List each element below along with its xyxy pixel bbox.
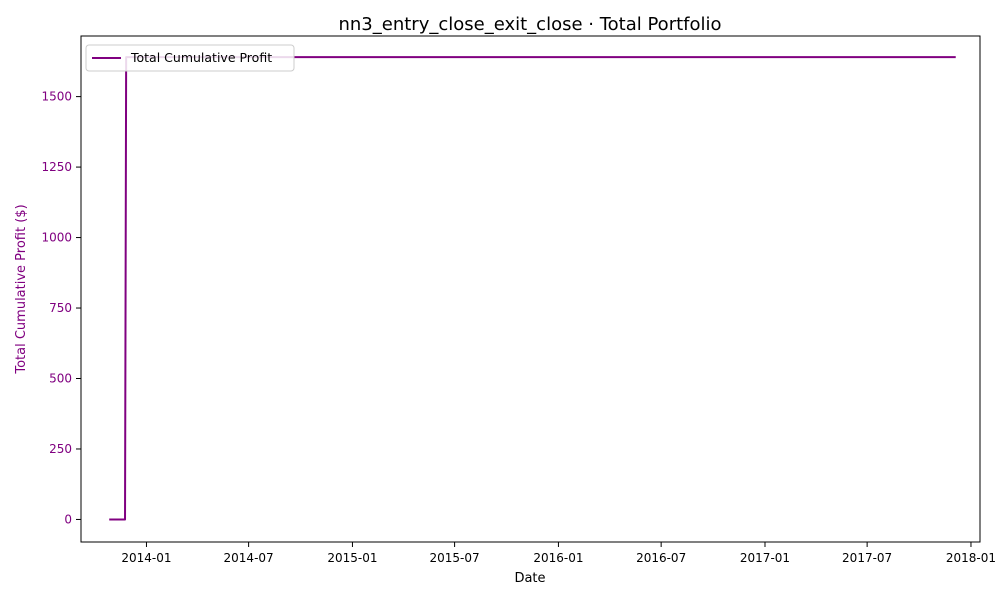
y-tick-label: 1250	[41, 160, 72, 174]
legend-box	[85, 44, 295, 72]
x-tick-label: 2018-01	[946, 551, 996, 565]
x-axis-ticks: 2014-01 2014-07 2015-01 2015-07 2016-01 2016-…	[121, 542, 996, 565]
y-tick-label: 500	[49, 372, 72, 386]
y-tick-label: 1000	[41, 231, 72, 245]
x-tick-label: 2015-01	[327, 551, 377, 565]
legend-entry-label: Total Cumulative Profit	[130, 50, 272, 65]
legend: Total Cumulative Profit	[85, 44, 295, 72]
x-tick-label: 2015-07	[430, 551, 480, 565]
y-tick-label: 750	[49, 301, 72, 315]
y-tick-label: 0	[64, 512, 72, 526]
chart-title: nn3_entry_close_exit_close · Total Portf…	[338, 14, 721, 35]
x-tick-label: 2014-01	[121, 551, 171, 565]
series-line-0	[109, 56, 956, 521]
x-tick-label: 2014-07	[224, 551, 274, 565]
y-axis-label: Total Cumulative Profit ($)	[14, 204, 29, 374]
y-tick-label: 1500	[41, 90, 72, 104]
x-tick-label: 2017-07	[842, 551, 892, 565]
plot-area: 2014-01 2014-07 2015-01 2015-07 2016-01 2016-…	[41, 35, 996, 565]
x-tick-label: 2016-01	[533, 551, 583, 565]
x-axis-label: Date	[514, 571, 545, 586]
y-tick-label: 250	[49, 442, 72, 456]
x-tick-label: 2017-01	[740, 551, 790, 565]
axes-frame	[80, 35, 981, 543]
series-layer	[109, 56, 956, 521]
y-axis-ticks: 0 250 500 750 1000 1250 1500	[41, 90, 81, 526]
x-tick-label: 2016-07	[636, 551, 686, 565]
